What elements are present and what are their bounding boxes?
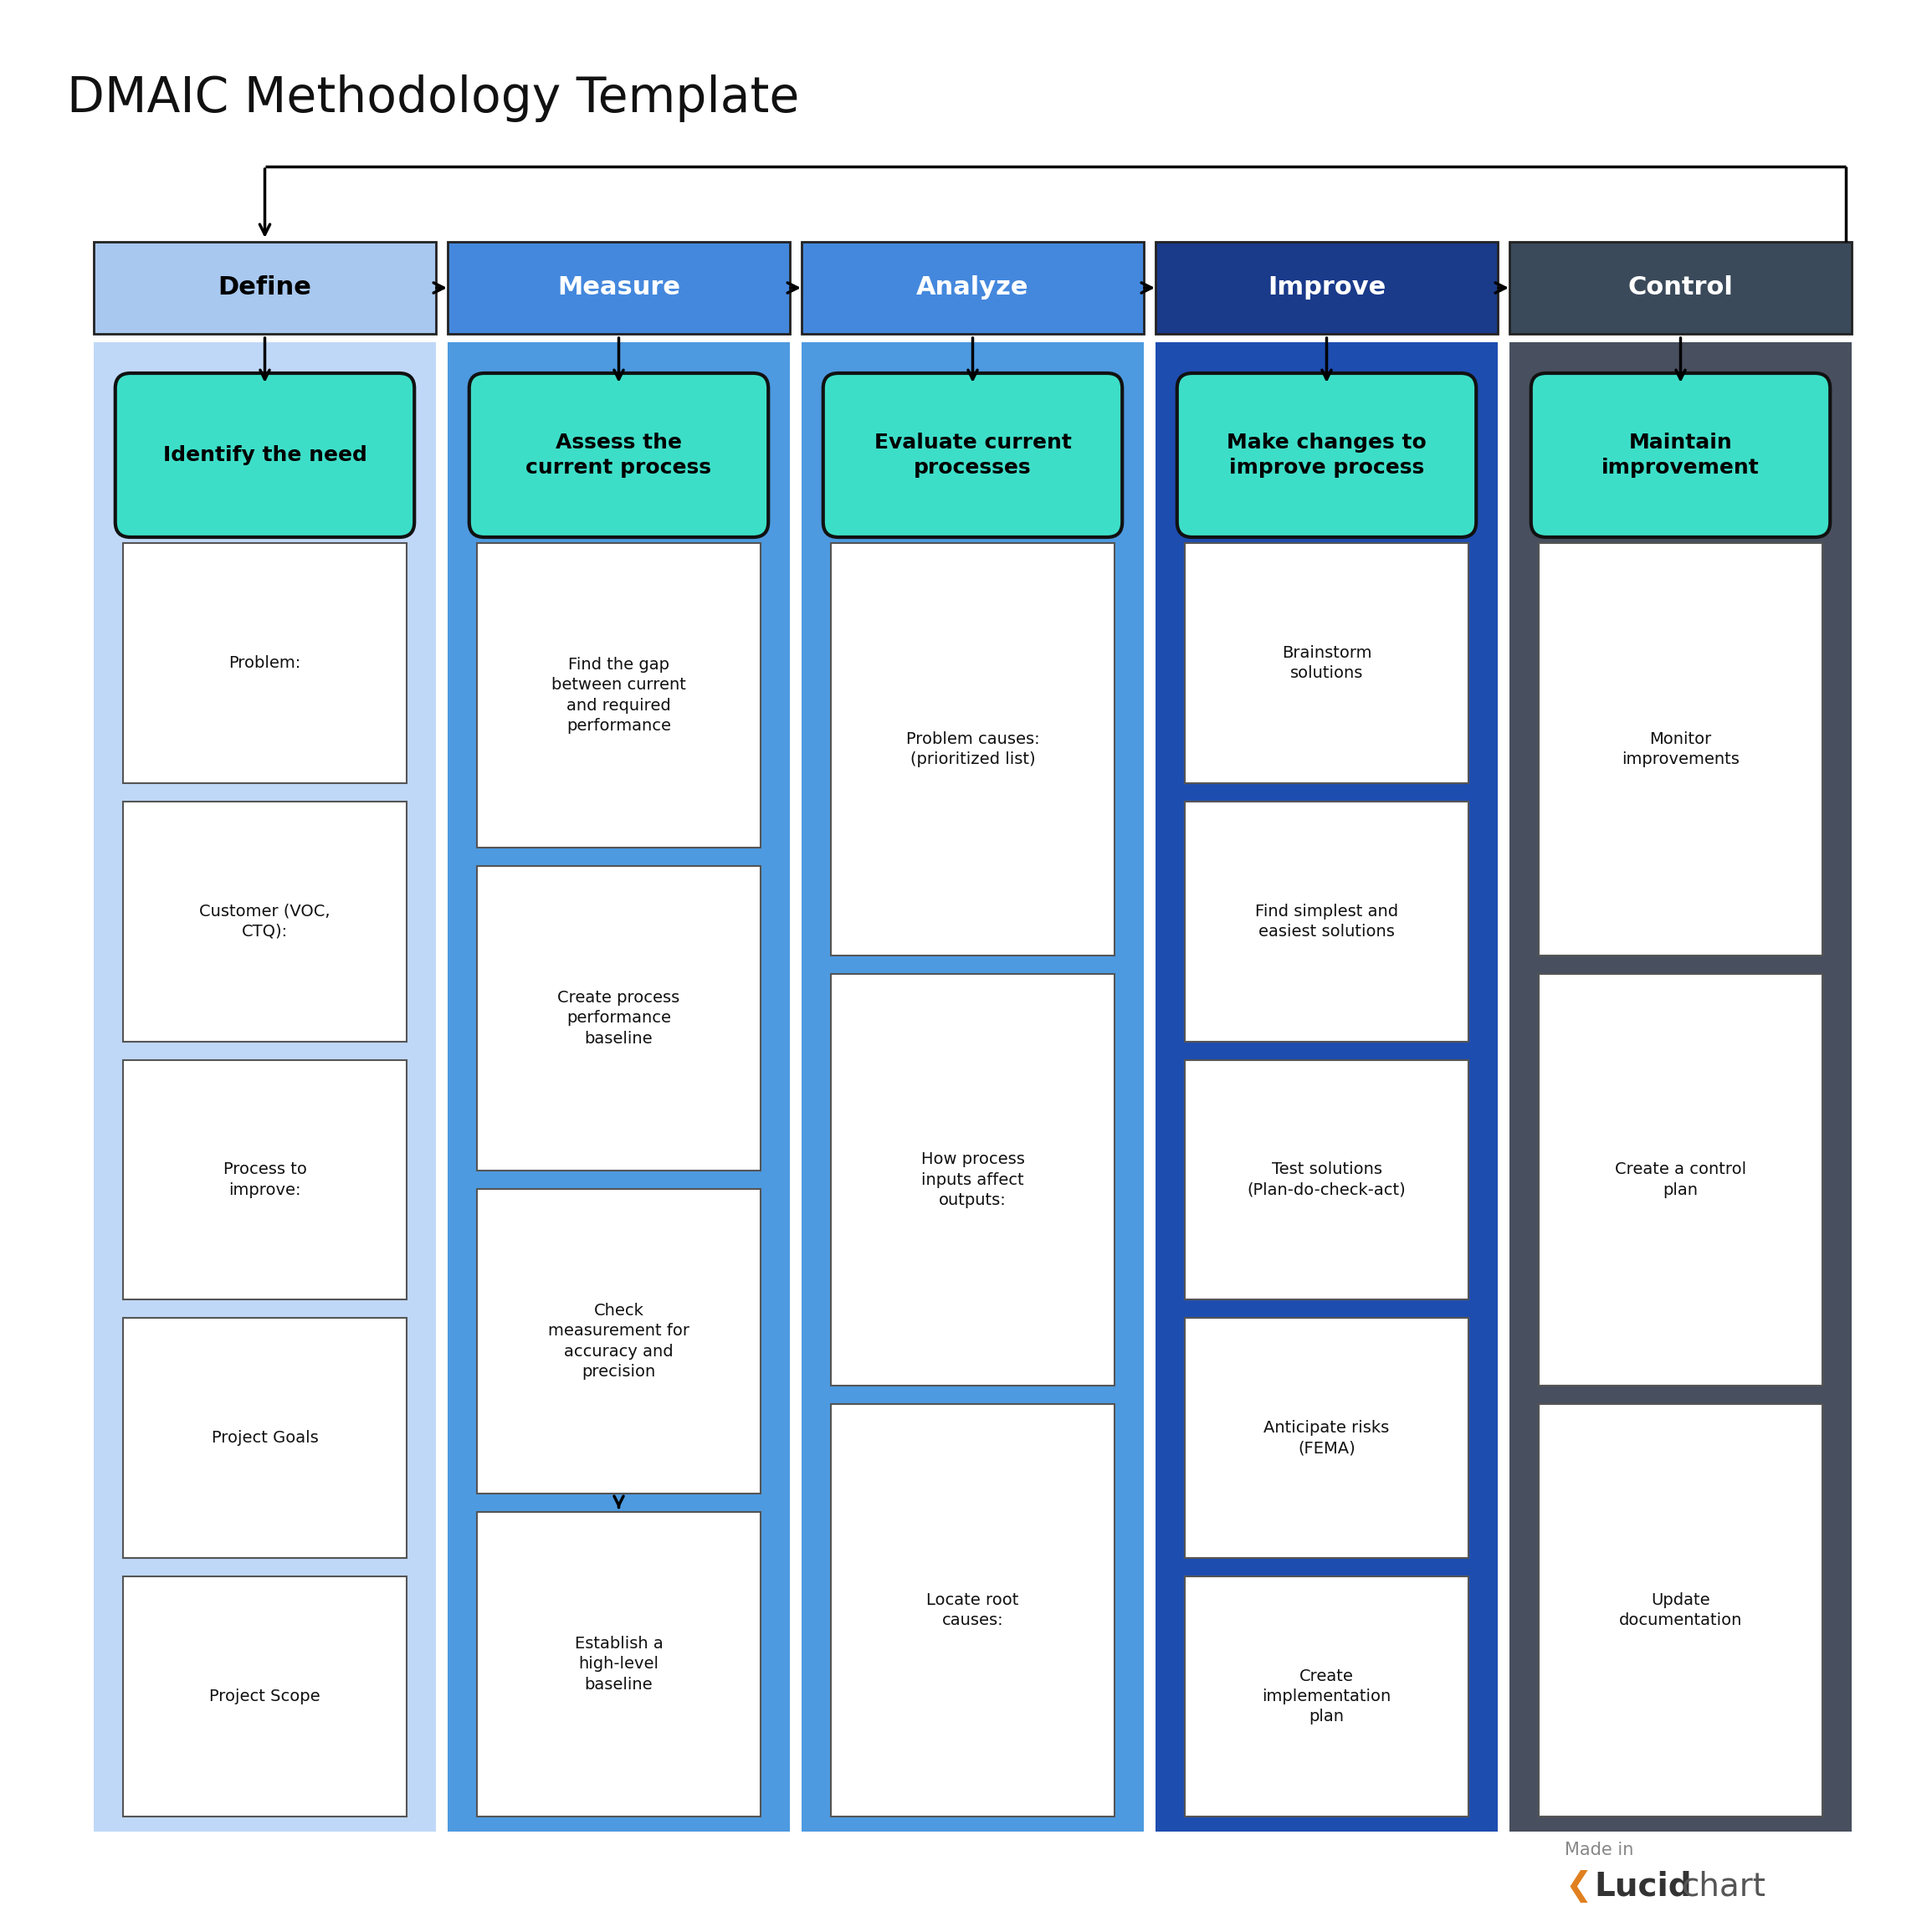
Text: Evaluate current
processes: Evaluate current processes <box>873 433 1072 477</box>
Bar <box>95 342 437 1832</box>
Bar <box>1155 342 1497 1832</box>
Text: Measure: Measure <box>556 276 680 299</box>
FancyBboxPatch shape <box>469 373 769 537</box>
Bar <box>1509 342 1851 1832</box>
Text: Monitor
improvements: Monitor improvements <box>1621 730 1739 767</box>
Text: How process
inputs affect
outputs:: How process inputs affect outputs: <box>922 1151 1024 1208</box>
Bar <box>477 543 761 848</box>
Text: Make changes to
improve process: Make changes to improve process <box>1227 433 1426 477</box>
Bar <box>1184 1577 1468 1816</box>
Bar <box>831 974 1115 1385</box>
Text: Control: Control <box>1629 276 1733 299</box>
Text: Establish a
high-level
baseline: Establish a high-level baseline <box>574 1636 663 1692</box>
Text: Create
implementation
plan: Create implementation plan <box>1262 1669 1391 1725</box>
Text: Brainstorm
solutions: Brainstorm solutions <box>1281 645 1372 682</box>
Text: Find the gap
between current
and required
performance: Find the gap between current and require… <box>551 657 686 734</box>
Text: Create process
performance
baseline: Create process performance baseline <box>558 989 680 1047</box>
Text: ❮: ❮ <box>1565 1870 1592 1903</box>
FancyBboxPatch shape <box>116 373 413 537</box>
Bar <box>1184 1061 1468 1300</box>
Text: Identify the need: Identify the need <box>162 444 367 466</box>
Bar <box>1540 1405 1822 1816</box>
Text: Process to
improve:: Process to improve: <box>222 1161 307 1198</box>
Bar <box>124 1577 406 1816</box>
Bar <box>448 342 790 1832</box>
Bar <box>802 242 1144 334</box>
Text: Test solutions
(Plan-do-check-act): Test solutions (Plan-do-check-act) <box>1248 1161 1406 1198</box>
Text: Create a control
plan: Create a control plan <box>1615 1161 1747 1198</box>
Bar <box>802 342 1144 1832</box>
Bar <box>477 1513 761 1816</box>
Bar <box>124 543 406 782</box>
Text: DMAIC Methodology Template: DMAIC Methodology Template <box>68 75 800 122</box>
Bar <box>1540 974 1822 1385</box>
Text: Update
documentation: Update documentation <box>1619 1592 1743 1629</box>
Text: Problem:: Problem: <box>228 655 301 670</box>
Text: Made in: Made in <box>1565 1841 1634 1859</box>
Bar <box>1184 802 1468 1041</box>
Text: Lucid: Lucid <box>1594 1870 1692 1901</box>
Text: Assess the
current process: Assess the current process <box>526 433 711 477</box>
Text: Maintain
improvement: Maintain improvement <box>1602 433 1760 477</box>
Bar <box>477 1188 761 1493</box>
Bar <box>831 1405 1115 1816</box>
Bar <box>124 1318 406 1557</box>
Text: Improve: Improve <box>1267 276 1385 299</box>
Bar <box>124 1061 406 1300</box>
Bar <box>448 242 790 334</box>
Text: Problem causes:
(prioritized list): Problem causes: (prioritized list) <box>906 730 1039 767</box>
FancyBboxPatch shape <box>1530 373 1830 537</box>
Text: Locate root
causes:: Locate root causes: <box>927 1592 1018 1629</box>
Bar <box>1184 1318 1468 1557</box>
Bar <box>1155 242 1497 334</box>
Text: Check
measurement for
accuracy and
precision: Check measurement for accuracy and preci… <box>549 1302 690 1379</box>
Bar <box>831 543 1115 954</box>
Bar <box>1540 543 1822 954</box>
Text: Customer (VOC,
CTQ):: Customer (VOC, CTQ): <box>199 904 330 939</box>
Bar <box>95 242 437 334</box>
Text: Project Goals: Project Goals <box>211 1430 319 1447</box>
Bar <box>1184 543 1468 782</box>
Text: Anticipate risks
(FEMA): Anticipate risks (FEMA) <box>1264 1420 1389 1457</box>
FancyBboxPatch shape <box>823 373 1122 537</box>
FancyBboxPatch shape <box>1177 373 1476 537</box>
Text: Find simplest and
easiest solutions: Find simplest and easiest solutions <box>1256 904 1399 939</box>
Bar <box>124 802 406 1041</box>
Text: Project Scope: Project Scope <box>209 1689 321 1704</box>
Bar <box>477 866 761 1171</box>
Bar <box>1509 242 1851 334</box>
Text: Analyze: Analyze <box>916 276 1030 299</box>
Text: chart: chart <box>1683 1870 1766 1901</box>
Text: Define: Define <box>218 276 311 299</box>
